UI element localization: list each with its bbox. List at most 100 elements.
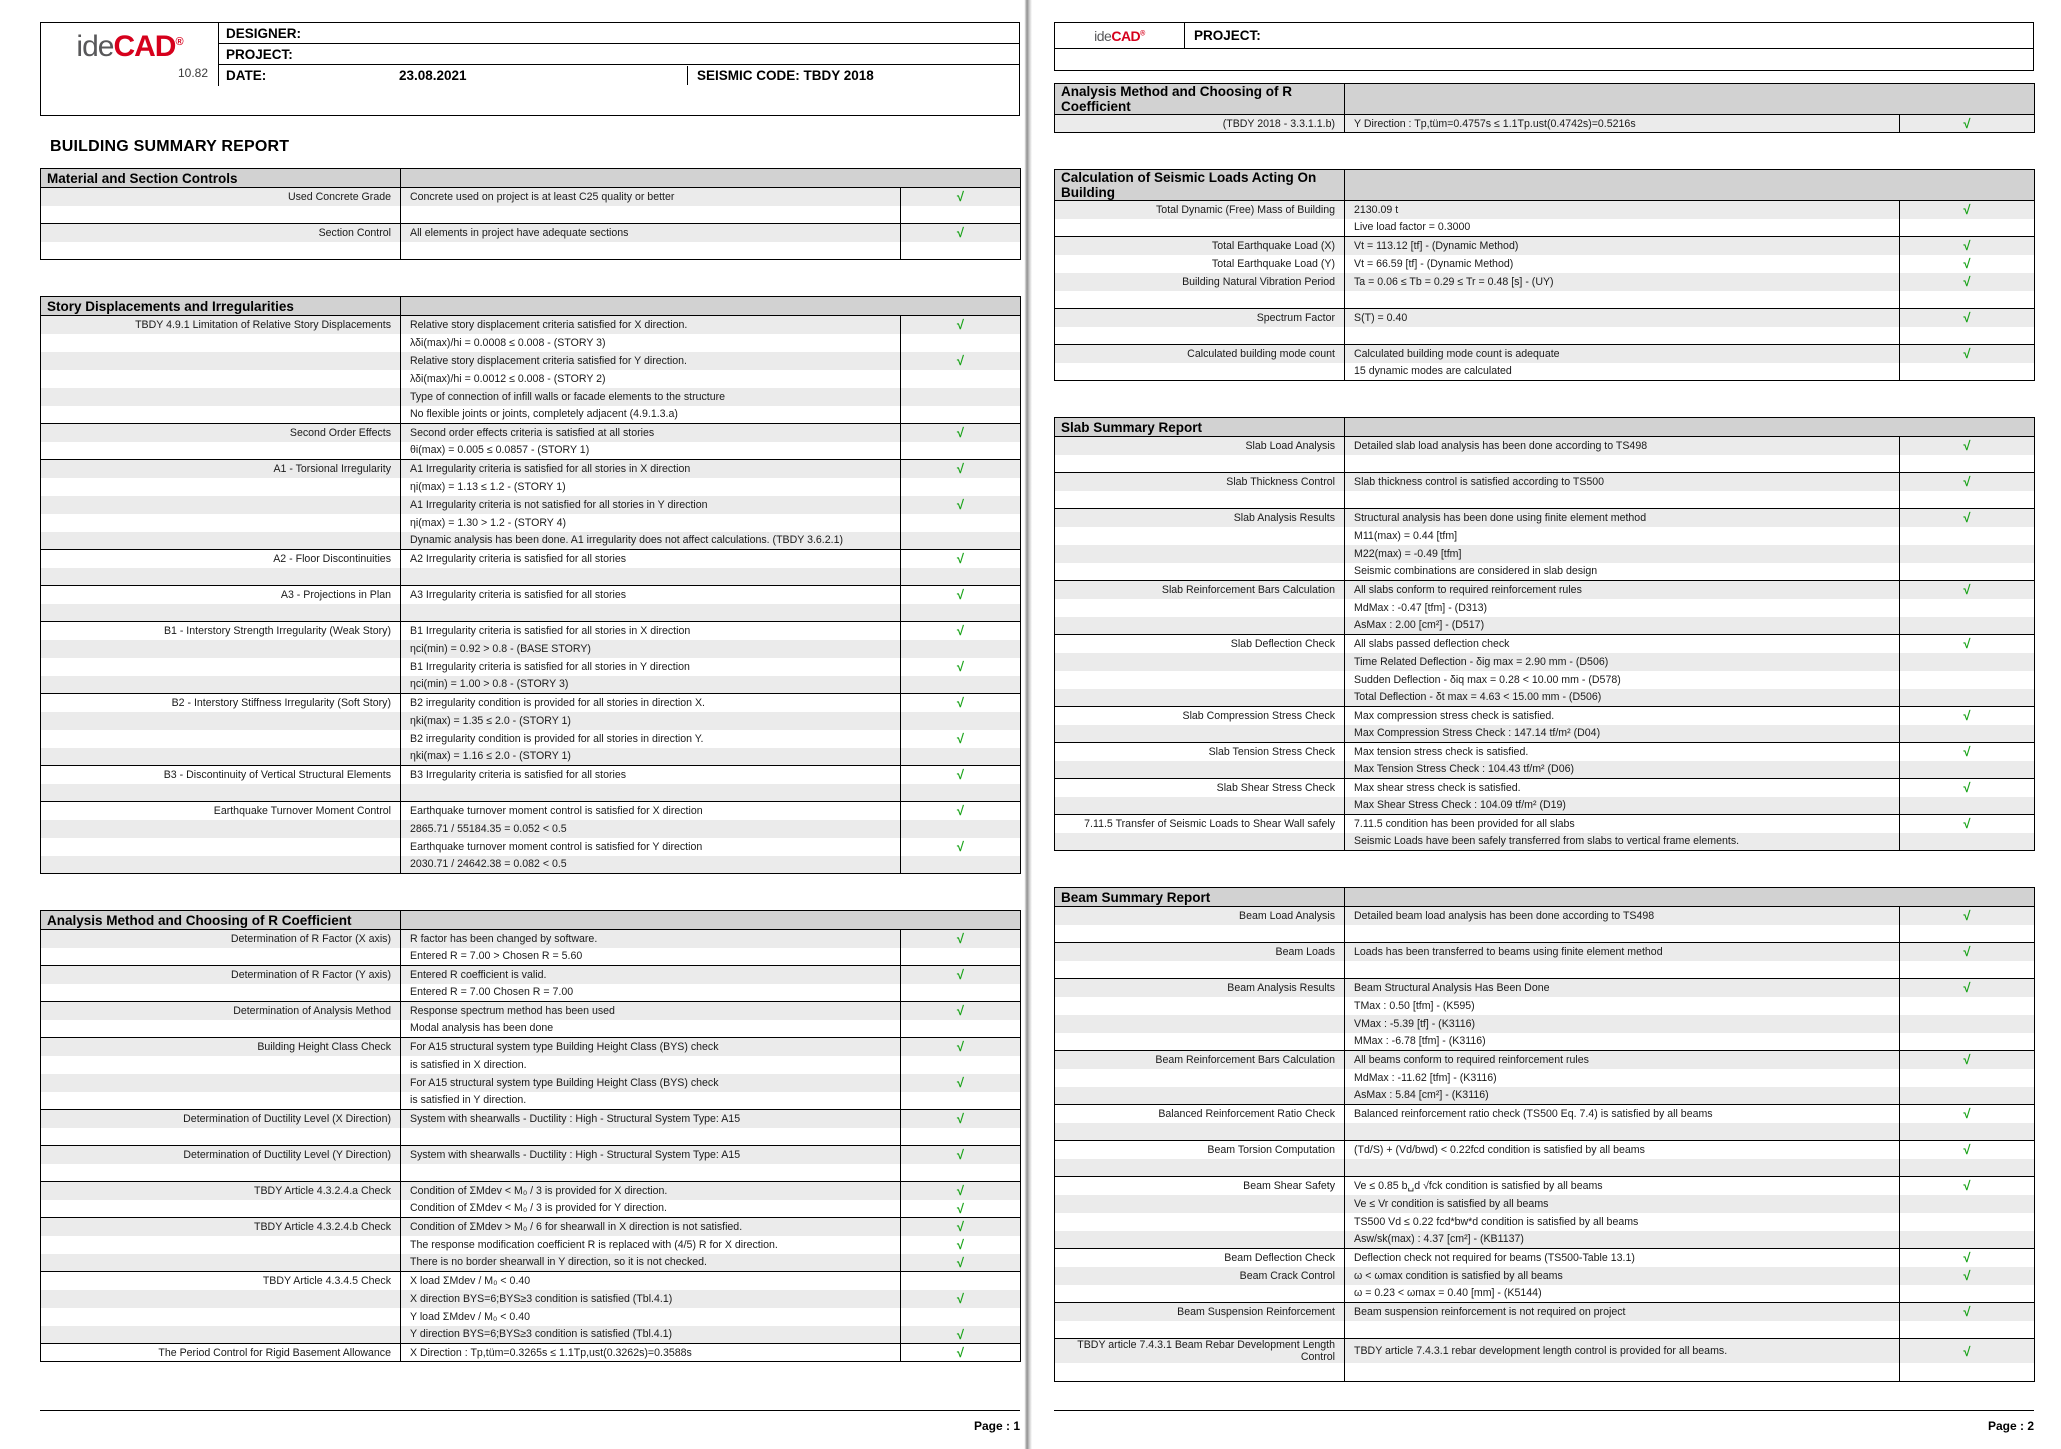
row-label xyxy=(40,1055,401,1074)
row-status-empty xyxy=(1899,724,2035,743)
table-row: (TBDY 2018 - 3.3.1.1.b) Y Direction : Tp,… xyxy=(1054,114,2035,133)
row-value: X direction BYS=6;BYS≥3 condition is sat… xyxy=(400,1289,901,1308)
row-status-empty xyxy=(1899,832,2035,851)
check-icon: √ xyxy=(956,767,965,783)
table-row: AsMax : 5.84 [cm²] - (K3116) xyxy=(1054,1086,2035,1105)
row-value: Relative story displacement criteria sat… xyxy=(400,315,901,334)
row-label: Section Control xyxy=(40,223,401,242)
row-value: Type of connection of infill walls or fa… xyxy=(400,387,901,406)
check-icon: √ xyxy=(956,587,965,603)
row-label xyxy=(1054,1363,1345,1382)
row-status-empty xyxy=(900,747,1021,766)
row-value: ηki(max) = 1.35 ≤ 2.0 - (STORY 1) xyxy=(400,711,901,730)
status-check-icon: √ xyxy=(1899,436,2035,455)
row-label: 7.11.5 Transfer of Seismic Loads to Shea… xyxy=(1054,814,1345,833)
section-gap xyxy=(40,874,1020,898)
table-row: Balanced Reinforcement Ratio Check Balanc… xyxy=(1054,1104,2035,1123)
row-value: Detailed slab load analysis has been don… xyxy=(1344,436,1900,455)
table-row: Building Height Class Check For A15 struc… xyxy=(40,1037,1021,1056)
section-gap xyxy=(1054,133,2034,157)
status-check-icon: √ xyxy=(1899,1338,2035,1363)
table-row: A3 - Projections in Plan A3 Irregularity … xyxy=(40,585,1021,604)
table-row: AsMax : 2.00 [cm²] - (D517) xyxy=(1054,616,2035,635)
page-1: ideCAD® 10.82 DESIGNER: PROJECT: DATE: xyxy=(40,22,1021,1433)
check-icon: √ xyxy=(1963,438,1971,454)
row-status-empty xyxy=(1899,1032,2035,1051)
row-status-empty xyxy=(1899,544,2035,563)
project-value[interactable] xyxy=(339,52,1019,56)
row-label xyxy=(40,1127,401,1146)
row-value: Relative story displacement criteria sat… xyxy=(400,351,901,370)
row-label xyxy=(40,387,401,406)
row-label xyxy=(40,1235,401,1254)
row-value: Max shear stress check is satisfied. xyxy=(1344,778,1900,797)
row-status-empty xyxy=(901,1308,1021,1326)
check-icon: √ xyxy=(1963,1343,1971,1359)
status-check-icon: √ xyxy=(900,1343,1021,1362)
table-row: No flexible joints or joints, completely… xyxy=(40,405,1021,424)
row-label: Beam Reinforcement Bars Calculation xyxy=(1054,1050,1345,1069)
row-label: Determination of R Factor (X axis) xyxy=(40,929,401,948)
row-label xyxy=(1054,218,1345,237)
row-value: A3 Irregularity criteria is satisfied fo… xyxy=(400,585,901,604)
status-check-icon: √ xyxy=(900,1217,1021,1236)
row-value: Time Related Deflection - δig max = 2.90… xyxy=(1344,652,1900,671)
row-status-empty xyxy=(1900,671,2035,689)
date-row: DATE: 23.08.2021 SEISMIC CODE: TBDY 2018 xyxy=(219,65,1019,86)
table-row: ηi(max) = 1.30 > 1.2 - (STORY 4) xyxy=(40,513,1021,532)
check-icon: √ xyxy=(956,931,965,947)
check-icon: √ xyxy=(1963,744,1971,760)
designer-row: DESIGNER: xyxy=(219,23,1019,44)
row-value: TS500 Vd ≤ 0.22 fcd*bw*d condition is sa… xyxy=(1344,1212,1900,1231)
row-label xyxy=(1054,362,1345,381)
check-icon: √ xyxy=(1963,980,1971,996)
row-label: Beam Load Analysis xyxy=(1054,906,1345,925)
status-check-icon: √ xyxy=(1899,308,2035,327)
row-label: TBDY Article 4.3.4.5 Check xyxy=(40,1271,401,1290)
row-label xyxy=(40,747,401,766)
row-value: For A15 structural system type Building … xyxy=(400,1037,901,1056)
row-label: Total Earthquake Load (X) xyxy=(1054,236,1345,255)
row-value xyxy=(1344,960,1900,979)
section-heading: Story Displacements and Irregularities xyxy=(40,296,401,316)
section-header-row: Beam Summary Report xyxy=(1054,887,2035,907)
row-value: S(T) = 0.40 xyxy=(1344,308,1900,327)
table-row: Total Earthquake Load (X) Vt = 113.12 [tf… xyxy=(1054,236,2035,255)
row-label xyxy=(40,205,401,224)
row-value: Second order effects criteria is satisfi… xyxy=(400,423,901,442)
status-check-icon: √ xyxy=(900,1289,1021,1308)
seismic-code-value: SEISMIC CODE: TBDY 2018 xyxy=(687,66,1019,85)
date-label: DATE: xyxy=(226,68,267,83)
table-row: Type of connection of infill walls or fa… xyxy=(40,387,1021,406)
row-value: ω < ωmax condition is satisfied by all b… xyxy=(1344,1266,1900,1285)
page-1-wrapper: ideCAD® 10.82 DESIGNER: PROJECT: DATE: xyxy=(40,0,1032,1449)
row-label xyxy=(40,1253,401,1272)
row-status-empty xyxy=(901,1056,1021,1074)
row-value: MMax : -6.78 [tfm] - (K3116) xyxy=(1344,1032,1900,1051)
row-label xyxy=(1054,526,1345,545)
report-section-table: Material and Section Controls Used Concre… xyxy=(40,168,1021,260)
status-check-icon: √ xyxy=(1899,200,2035,219)
row-value: Condition of ΣMdev < M₀ / 3 is provided … xyxy=(400,1181,901,1200)
row-value: Earthquake turnover moment control is sa… xyxy=(400,837,901,856)
table-row: Determination of R Factor (X axis) R fact… xyxy=(40,929,1021,948)
table-row: Beam Reinforcement Bars Calculation All b… xyxy=(1054,1050,2035,1069)
row-label xyxy=(40,1307,401,1326)
idecad-logo: ideCAD® 10.82 xyxy=(41,23,219,86)
row-status-empty xyxy=(1899,688,2035,707)
row-value: Y load ΣMdev / M₀ < 0.40 xyxy=(400,1307,901,1326)
row-value: B1 Irregularity criteria is satisfied fo… xyxy=(400,657,901,676)
designer-value[interactable] xyxy=(339,31,1019,35)
table-row xyxy=(1054,1320,2035,1339)
row-label xyxy=(1054,544,1345,563)
row-value: ηi(max) = 1.30 > 1.2 - (STORY 4) xyxy=(400,513,901,532)
row-status-empty xyxy=(900,387,1021,406)
status-check-icon: √ xyxy=(901,838,1021,856)
table-row: Max Tension Stress Check : 104.43 tf/m² … xyxy=(1054,760,2035,779)
row-value: 7.11.5 condition has been provided for a… xyxy=(1344,814,1900,833)
row-value xyxy=(1344,924,1900,943)
row-value xyxy=(1344,1320,1900,1339)
row-label xyxy=(1054,290,1345,309)
status-check-icon: √ xyxy=(1899,508,2035,527)
row-value: Ve ≤ Vr condition is satisfied by all be… xyxy=(1344,1194,1900,1213)
